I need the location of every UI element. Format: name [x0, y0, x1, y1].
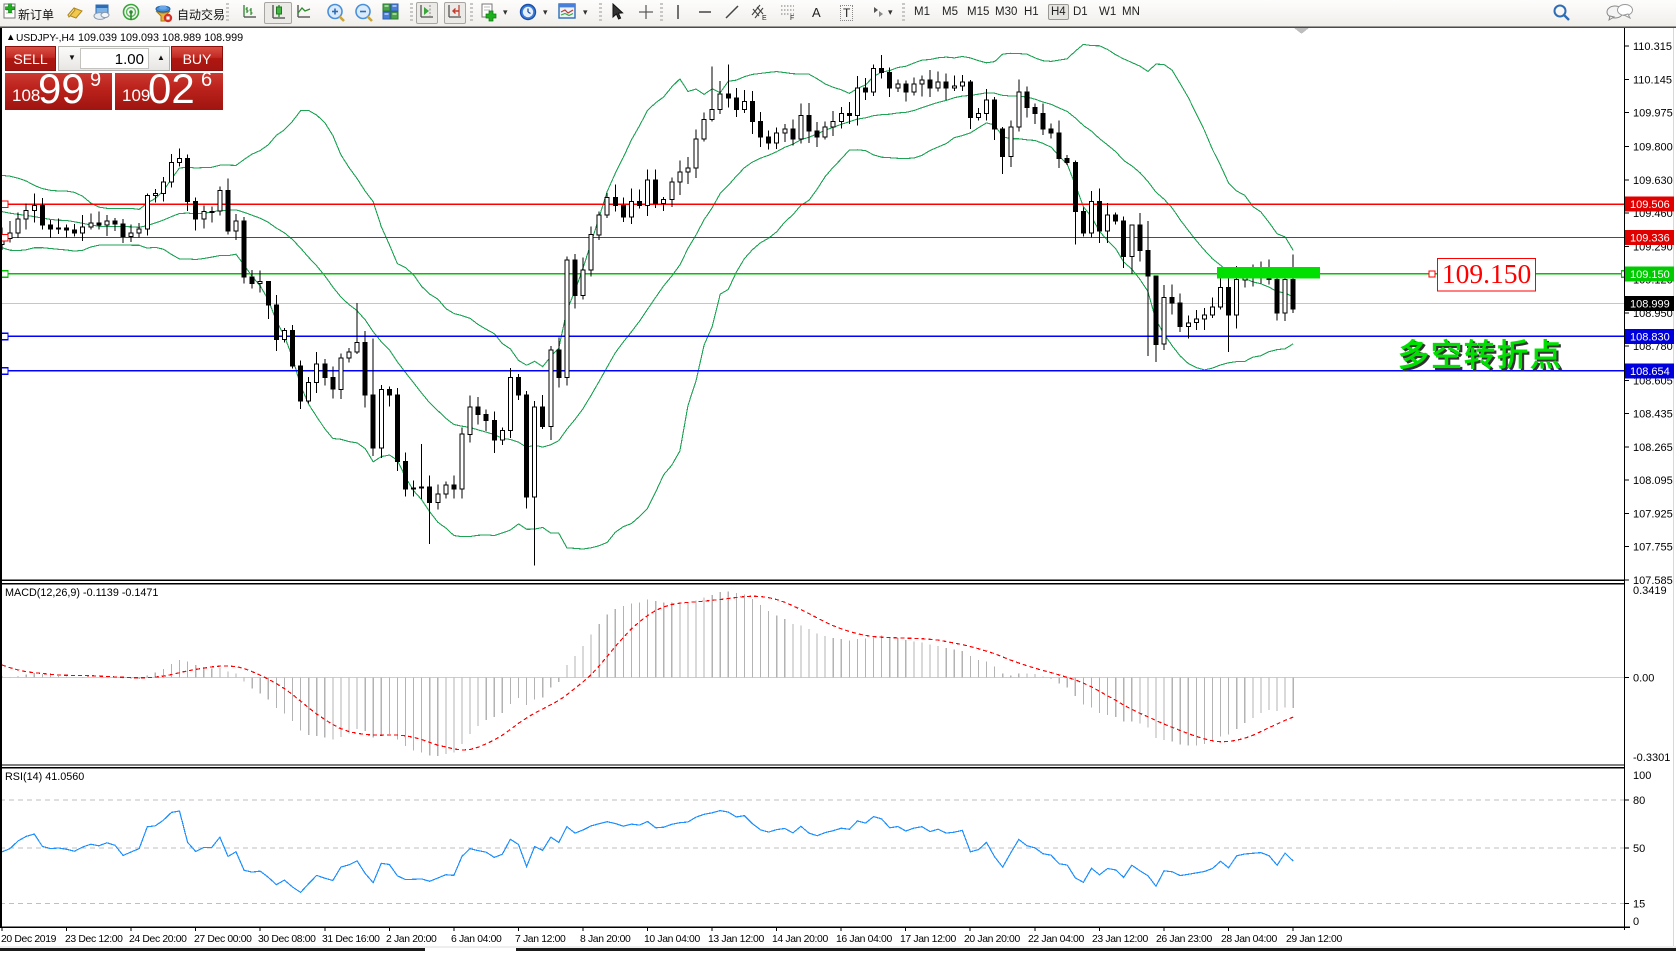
svg-text:2 Jan 20:00: 2 Jan 20:00	[386, 934, 437, 945]
svg-text:30 Dec 08:00: 30 Dec 08:00	[258, 934, 316, 945]
svg-text:8 Jan 20:00: 8 Jan 20:00	[580, 934, 631, 945]
svg-text:109.150: 109.150	[1630, 269, 1670, 281]
svg-text:110.145: 110.145	[1633, 74, 1672, 86]
svg-text:28 Jan 04:00: 28 Jan 04:00	[1221, 934, 1277, 945]
svg-text:16 Jan 04:00: 16 Jan 04:00	[836, 934, 892, 945]
svg-text:多空转折点: 多空转折点	[1398, 338, 1563, 373]
svg-text:108.095: 108.095	[1633, 475, 1673, 487]
svg-text:15: 15	[1633, 899, 1645, 911]
svg-text:110.315: 110.315	[1633, 41, 1672, 53]
svg-text:27 Dec 00:00: 27 Dec 00:00	[194, 934, 252, 945]
svg-text:108.265: 108.265	[1633, 442, 1673, 454]
svg-text:50: 50	[1633, 843, 1645, 855]
svg-text:108.999: 108.999	[1630, 298, 1670, 310]
svg-text:108.654: 108.654	[1630, 366, 1670, 378]
svg-text:6 Jan 04:00: 6 Jan 04:00	[451, 934, 502, 945]
svg-text:0.3419: 0.3419	[1633, 585, 1667, 597]
svg-text:10 Jan 04:00: 10 Jan 04:00	[644, 934, 700, 945]
svg-text:22 Jan 04:00: 22 Jan 04:00	[1028, 934, 1084, 945]
svg-text:17 Jan 12:00: 17 Jan 12:00	[900, 934, 956, 945]
svg-text:108.830: 108.830	[1630, 331, 1670, 343]
svg-text:20 Dec 2019: 20 Dec 2019	[1, 934, 57, 945]
svg-text:RSI(14) 41.0560: RSI(14) 41.0560	[5, 771, 84, 783]
svg-text:109.800: 109.800	[1633, 142, 1673, 154]
svg-text:7 Jan 12:00: 7 Jan 12:00	[515, 934, 566, 945]
svg-text:80: 80	[1633, 795, 1645, 807]
svg-text:29 Jan 12:00: 29 Jan 12:00	[1286, 934, 1342, 945]
svg-text:E: E	[762, 15, 767, 21]
svg-text:26 Jan 23:00: 26 Jan 23:00	[1156, 934, 1212, 945]
svg-text:23 Dec 12:00: 23 Dec 12:00	[65, 934, 123, 945]
svg-text:MACD(12,26,9) -0.1139 -0.1471: MACD(12,26,9) -0.1139 -0.1471	[5, 587, 158, 599]
svg-text:109.975: 109.975	[1633, 108, 1673, 120]
svg-text:108.605: 108.605	[1633, 376, 1673, 388]
svg-text:108.780: 108.780	[1633, 341, 1673, 353]
svg-text:▲: ▲	[6, 32, 15, 43]
svg-text:24 Dec 20:00: 24 Dec 20:00	[129, 934, 187, 945]
svg-text:0.00: 0.00	[1633, 673, 1654, 685]
svg-text:107.585: 107.585	[1633, 575, 1673, 587]
svg-text:109.630: 109.630	[1633, 175, 1673, 187]
svg-text:20 Jan 20:00: 20 Jan 20:00	[964, 934, 1020, 945]
svg-text:31 Dec 16:00: 31 Dec 16:00	[322, 934, 380, 945]
svg-text:109.039 109.093 108.989 108.99: 109.039 109.093 108.989 108.999	[78, 32, 243, 44]
svg-text:14 Jan 20:00: 14 Jan 20:00	[772, 934, 828, 945]
svg-text:100: 100	[1633, 770, 1651, 782]
svg-text:23 Jan 12:00: 23 Jan 12:00	[1092, 934, 1148, 945]
svg-text:107.755: 107.755	[1633, 542, 1673, 554]
svg-text:109.336: 109.336	[1630, 233, 1670, 245]
svg-text:多空转折点: 多空转折点	[1400, 340, 1565, 375]
svg-text:108.950: 108.950	[1633, 308, 1673, 320]
svg-text:107.925: 107.925	[1633, 509, 1673, 521]
svg-text:F: F	[790, 15, 794, 21]
svg-text:13 Jan 12:00: 13 Jan 12:00	[708, 934, 764, 945]
svg-text:109.506: 109.506	[1630, 199, 1670, 211]
svg-text:USDJPY-,H4: USDJPY-,H4	[16, 33, 75, 44]
svg-text:0: 0	[1633, 916, 1639, 928]
svg-text:109.150: 109.150	[1442, 258, 1531, 289]
svg-text:-0.3301: -0.3301	[1633, 752, 1670, 764]
svg-text:108.435: 108.435	[1633, 409, 1673, 421]
